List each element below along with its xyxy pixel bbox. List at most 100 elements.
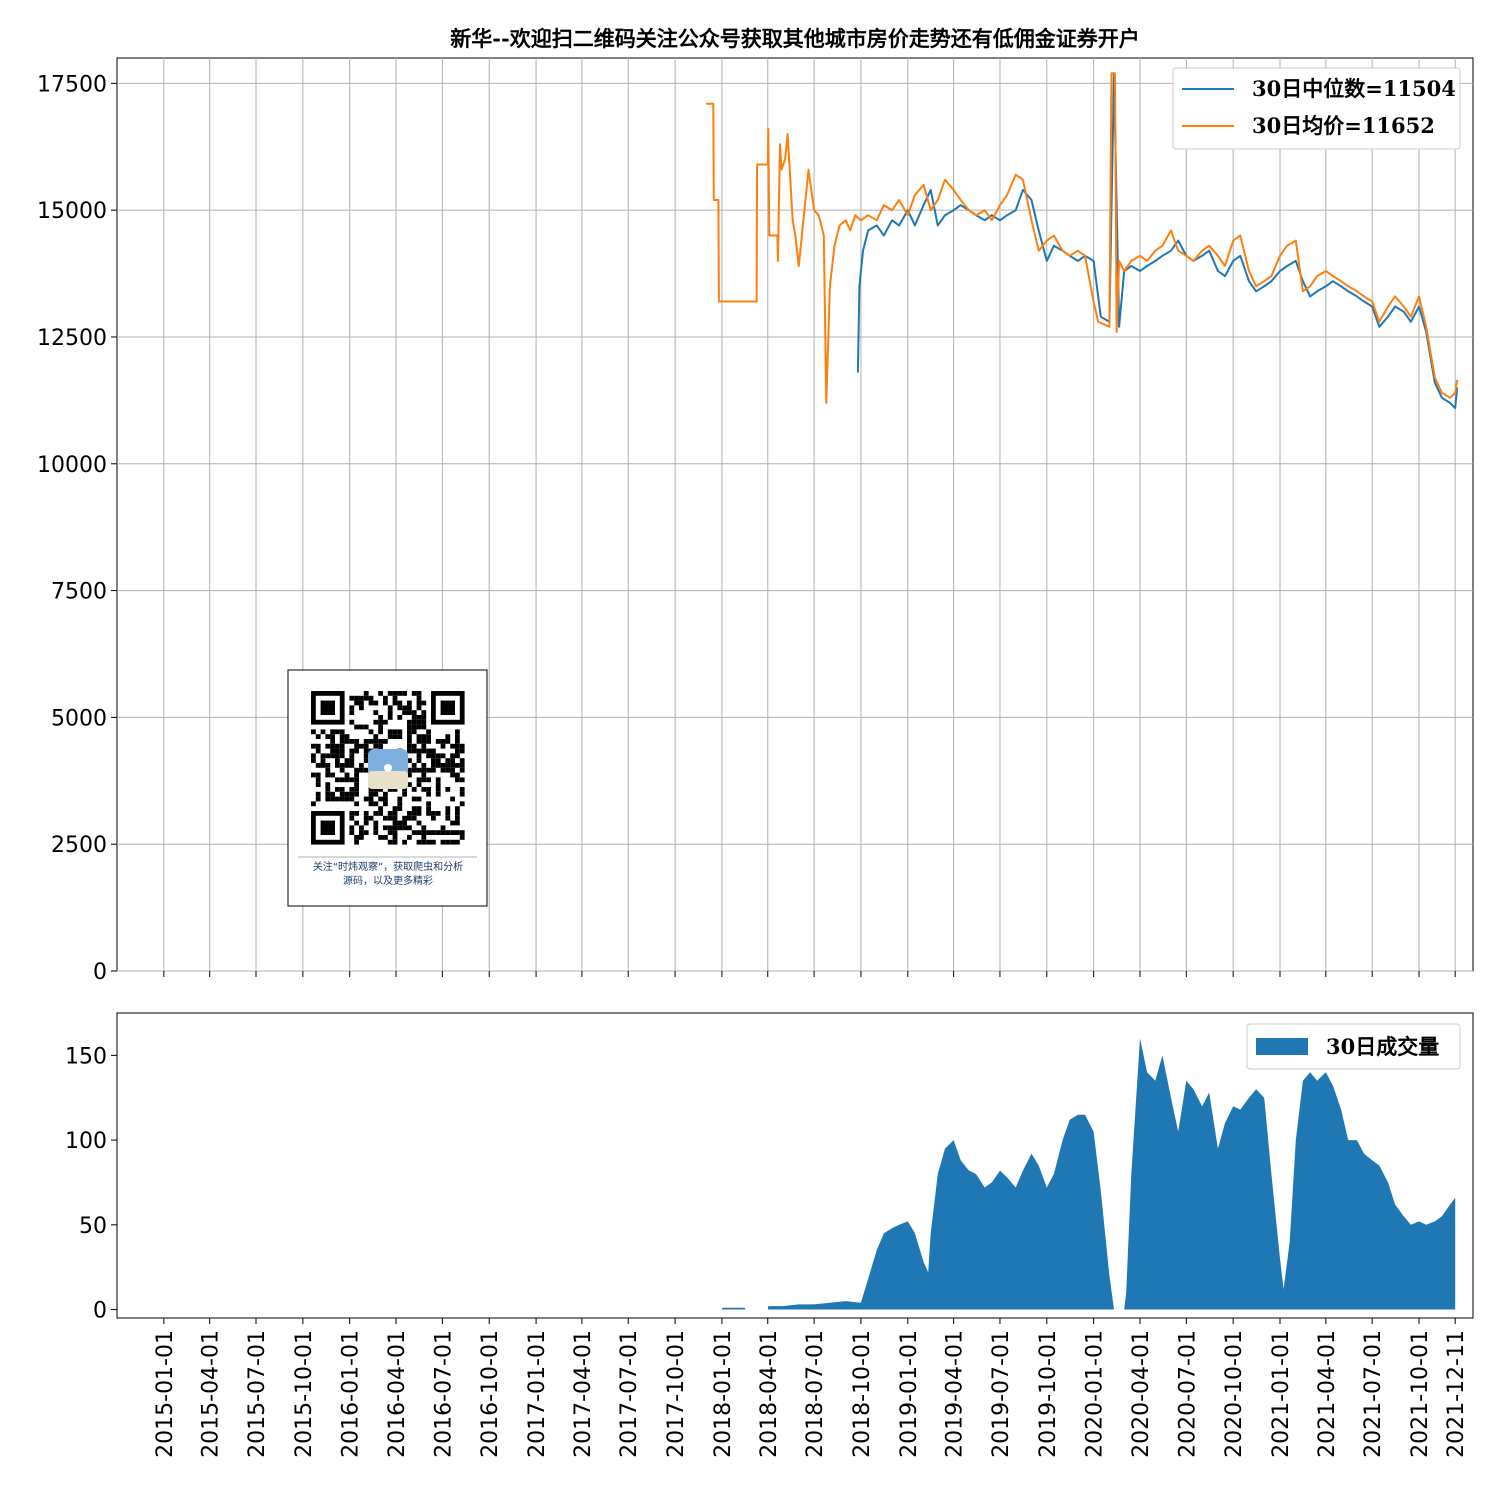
qr-module (349, 753, 355, 759)
qr-finder-core (320, 820, 335, 835)
qr-module (392, 820, 398, 826)
qr-module (455, 815, 460, 821)
qr-module (407, 748, 412, 754)
volume-x-tick-label: 2021-01-01 (1269, 1330, 1294, 1458)
qr-module (387, 729, 393, 735)
qr-module (373, 719, 379, 725)
price-y-tick-label: 0 (93, 960, 107, 985)
qr-module (440, 767, 446, 773)
qr-module (397, 729, 403, 735)
qr-module (392, 734, 398, 739)
qr-module (368, 695, 374, 701)
volume-panel: 0 50 100 150 2015-01-01 2015-04-01 2015-07-01… (65, 1012, 1474, 1458)
qr-module (363, 739, 369, 744)
qr-module (315, 791, 321, 797)
qr-module (392, 839, 398, 845)
price-y-tick-label: 7500 (51, 580, 107, 605)
qr-module (416, 753, 422, 759)
qr-module (339, 734, 345, 739)
chart-title: 新华--欢迎扫二维码关注公众号获取其他城市房价走势还有低佣金证券开户 (450, 26, 1139, 51)
qr-module (450, 839, 455, 845)
qr-module (359, 695, 364, 701)
qr-module (368, 700, 374, 706)
qr-module (431, 839, 436, 845)
qr-module (368, 801, 374, 807)
qr-module (407, 811, 412, 816)
qr-module (311, 753, 316, 759)
price-series (706, 72, 1459, 409)
qr-module (387, 825, 393, 831)
qr-module (426, 791, 431, 797)
qr-module (315, 748, 321, 754)
qr-module (459, 763, 465, 768)
volume-x-tick-label: 2018-07-01 (803, 1330, 828, 1458)
qr-module (373, 710, 379, 715)
qr-module (421, 748, 427, 754)
qr-module (431, 830, 436, 835)
volume-x-tick-label: 2016-10-01 (478, 1330, 503, 1458)
qr-module (455, 739, 460, 744)
qr-module (335, 763, 340, 768)
price-y-tick-label: 2500 (51, 833, 107, 858)
qr-module (426, 839, 431, 845)
qr-module (359, 705, 364, 711)
qr-module (455, 743, 460, 749)
qr-module (435, 753, 441, 759)
qr-module (344, 763, 350, 768)
price-y-tick-label: 15000 (37, 199, 107, 224)
qr-module (435, 791, 441, 797)
qr-module (397, 691, 403, 696)
qr-module (435, 811, 441, 816)
qr-module (383, 801, 388, 807)
qr-module (450, 743, 455, 749)
qr-module (311, 743, 316, 749)
qr-module (411, 830, 417, 835)
qr-module (339, 748, 345, 754)
qr-module (325, 791, 331, 797)
qr-module (315, 782, 321, 787)
qr-module (363, 758, 369, 763)
qr-module (359, 835, 364, 840)
qr-module (421, 830, 427, 835)
qr-module (397, 715, 403, 720)
qr-module (387, 705, 393, 711)
qr-module (402, 839, 407, 845)
volume-x-tick-label: 2015-10-01 (292, 1330, 317, 1458)
qr-module (450, 763, 455, 768)
qr-module (325, 743, 331, 749)
qr-module (330, 791, 335, 797)
qr-module (363, 796, 369, 802)
qr-module (421, 710, 427, 715)
qr-module (450, 830, 455, 835)
qr-module (349, 815, 355, 821)
qr-module (359, 743, 364, 749)
volume-x-tick-label: 2018-04-01 (757, 1330, 782, 1458)
qr-module (435, 787, 441, 792)
qr-module (416, 705, 422, 711)
qr-module (445, 787, 451, 792)
qr-module (426, 739, 431, 744)
qr-module (440, 830, 446, 835)
volume-x-tick-label: 2020-04-01 (1129, 1330, 1154, 1458)
volume-x-tick-label: 2021-07-01 (1361, 1330, 1386, 1458)
qr-module (445, 811, 451, 816)
qr-module (392, 835, 398, 840)
qr-module (416, 734, 422, 739)
qr-module (354, 801, 359, 807)
qr-module (459, 743, 465, 749)
qr-module (339, 753, 345, 759)
qr-module (397, 820, 403, 826)
qr-module (445, 830, 451, 835)
volume-x-tick-label: 2021-10-01 (1408, 1330, 1433, 1458)
qr-module (421, 724, 427, 730)
legend-label-volume: 30日成交量 (1326, 1034, 1439, 1059)
qr-module (325, 787, 331, 792)
price-y-tick-label: 5000 (51, 706, 107, 731)
qr-module (445, 815, 451, 821)
qr-module (359, 724, 364, 730)
qr-module (315, 763, 321, 768)
qr-module (416, 777, 422, 783)
qr-module (349, 763, 355, 768)
qr-module (416, 806, 422, 811)
qr-module (411, 748, 417, 754)
